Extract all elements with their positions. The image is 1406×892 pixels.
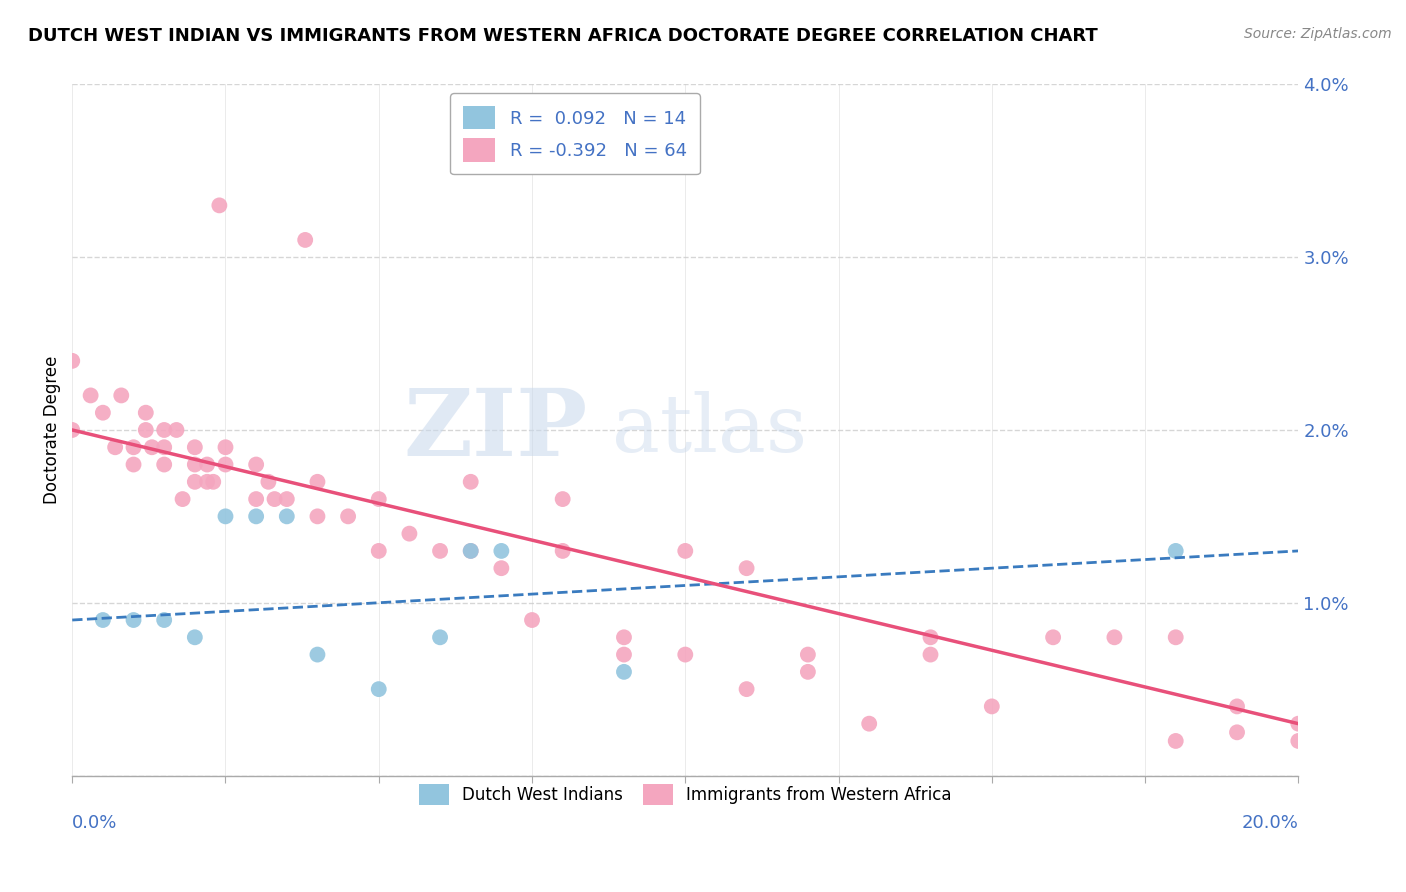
Y-axis label: Doctorate Degree: Doctorate Degree xyxy=(44,356,60,504)
Point xyxy=(613,630,636,644)
Point xyxy=(165,423,187,437)
Point xyxy=(367,492,389,507)
Point xyxy=(613,665,636,679)
Point xyxy=(367,544,389,558)
Point xyxy=(276,492,298,507)
Point xyxy=(980,699,1002,714)
Point xyxy=(613,648,636,662)
Point xyxy=(184,475,207,489)
Text: DUTCH WEST INDIAN VS IMMIGRANTS FROM WESTERN AFRICA DOCTORATE DEGREE CORRELATION: DUTCH WEST INDIAN VS IMMIGRANTS FROM WES… xyxy=(28,27,1098,45)
Text: Source: ZipAtlas.com: Source: ZipAtlas.com xyxy=(1244,27,1392,41)
Point xyxy=(673,648,696,662)
Point xyxy=(735,561,758,575)
Point xyxy=(172,492,194,507)
Point xyxy=(263,492,285,507)
Point xyxy=(245,492,267,507)
Point xyxy=(1226,725,1249,739)
Point xyxy=(551,544,574,558)
Legend: Dutch West Indians, Immigrants from Western Africa: Dutch West Indians, Immigrants from West… xyxy=(412,777,959,812)
Point xyxy=(214,509,236,524)
Point xyxy=(276,509,298,524)
Point xyxy=(141,440,163,454)
Point xyxy=(1286,716,1309,731)
Point xyxy=(184,440,207,454)
Point xyxy=(491,561,513,575)
Text: atlas: atlas xyxy=(612,391,807,469)
Point xyxy=(797,665,820,679)
Point xyxy=(245,509,267,524)
Point xyxy=(104,440,127,454)
Text: ZIP: ZIP xyxy=(404,385,588,475)
Point xyxy=(214,458,236,472)
Point xyxy=(1164,630,1187,644)
Point xyxy=(294,233,316,247)
Point xyxy=(153,440,176,454)
Point xyxy=(1042,630,1064,644)
Point xyxy=(110,388,132,402)
Point xyxy=(153,458,176,472)
Point xyxy=(60,354,83,368)
Point xyxy=(858,716,880,731)
Text: 0.0%: 0.0% xyxy=(72,814,118,832)
Point xyxy=(214,440,236,454)
Point xyxy=(60,423,83,437)
Point xyxy=(91,406,114,420)
Point xyxy=(429,544,451,558)
Point xyxy=(460,544,482,558)
Point xyxy=(91,613,114,627)
Point xyxy=(245,458,267,472)
Point xyxy=(429,630,451,644)
Point xyxy=(79,388,101,402)
Point xyxy=(184,630,207,644)
Point xyxy=(1286,734,1309,748)
Point xyxy=(797,648,820,662)
Point xyxy=(307,509,329,524)
Point xyxy=(337,509,360,524)
Point xyxy=(135,423,157,437)
Point xyxy=(122,440,145,454)
Point xyxy=(208,198,231,212)
Point xyxy=(195,458,218,472)
Point xyxy=(735,682,758,697)
Point xyxy=(1164,544,1187,558)
Point xyxy=(367,682,389,697)
Point xyxy=(460,544,482,558)
Point xyxy=(1164,734,1187,748)
Point xyxy=(195,475,218,489)
Point xyxy=(398,526,420,541)
Point xyxy=(184,458,207,472)
Text: 20.0%: 20.0% xyxy=(1241,814,1298,832)
Point xyxy=(1226,699,1249,714)
Point xyxy=(122,613,145,627)
Point xyxy=(920,630,942,644)
Point xyxy=(673,544,696,558)
Point xyxy=(920,648,942,662)
Point xyxy=(153,613,176,627)
Point xyxy=(491,544,513,558)
Point xyxy=(202,475,225,489)
Point xyxy=(307,475,329,489)
Point xyxy=(135,406,157,420)
Point xyxy=(551,492,574,507)
Point xyxy=(153,423,176,437)
Point xyxy=(122,458,145,472)
Point xyxy=(520,613,543,627)
Point xyxy=(1104,630,1126,644)
Point xyxy=(257,475,280,489)
Point xyxy=(307,648,329,662)
Point xyxy=(460,475,482,489)
